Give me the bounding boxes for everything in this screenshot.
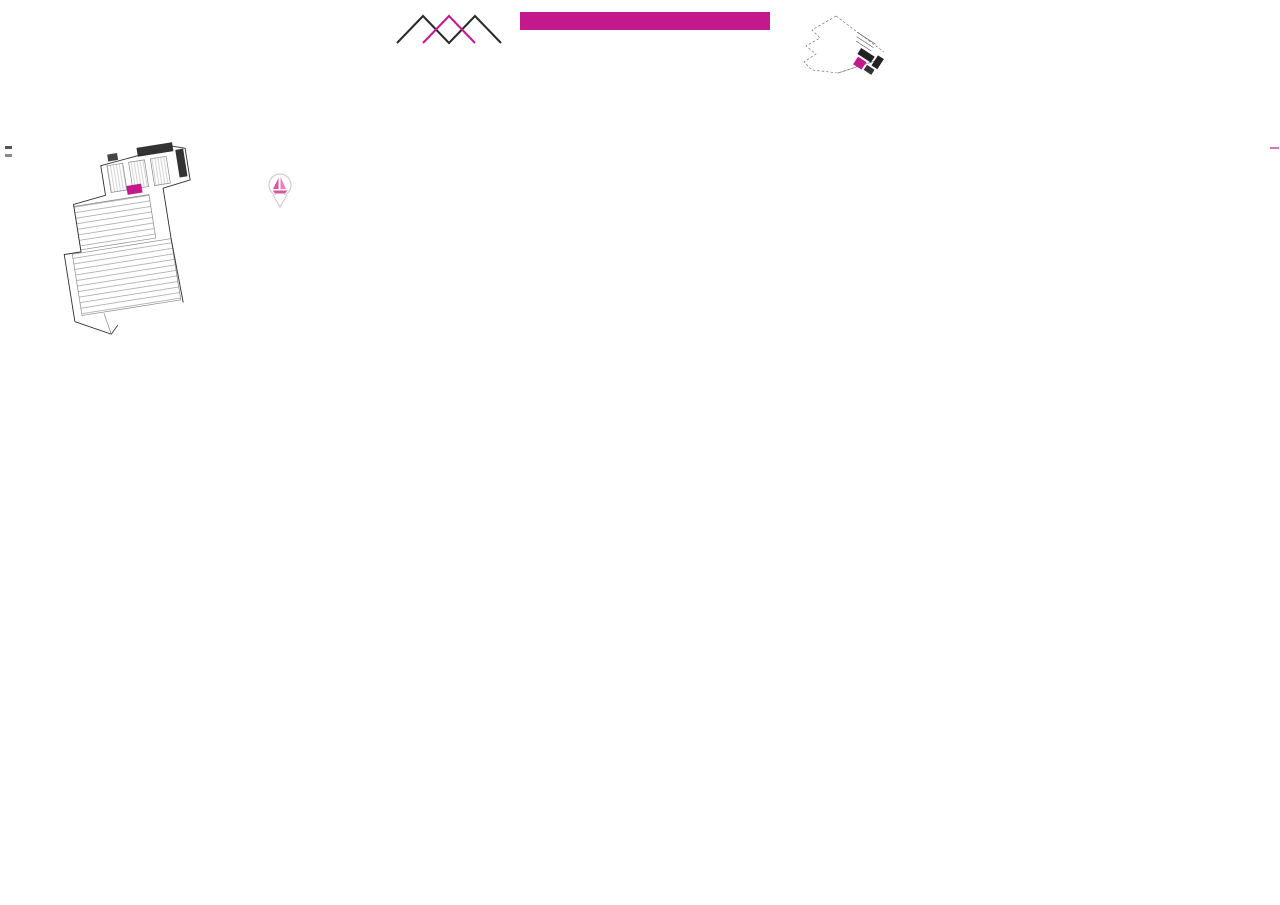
program-item <box>226 199 386 209</box>
program-item <box>226 219 386 229</box>
program-item <box>226 229 386 239</box>
program-item <box>226 289 386 299</box>
program-list <box>226 199 386 309</box>
sailboat-pin-icon <box>266 172 294 215</box>
program-item <box>226 299 386 309</box>
program-item <box>226 239 386 249</box>
program-item <box>226 249 386 259</box>
program-item <box>226 209 386 219</box>
sheet-edge-marks <box>5 146 1279 157</box>
site-plan-drawing <box>63 142 191 335</box>
title-bar <box>520 12 770 30</box>
site-sketch <box>803 15 885 75</box>
program-item <box>226 260 386 270</box>
zigzag-roof-logo <box>396 14 502 45</box>
program-item <box>226 279 386 289</box>
